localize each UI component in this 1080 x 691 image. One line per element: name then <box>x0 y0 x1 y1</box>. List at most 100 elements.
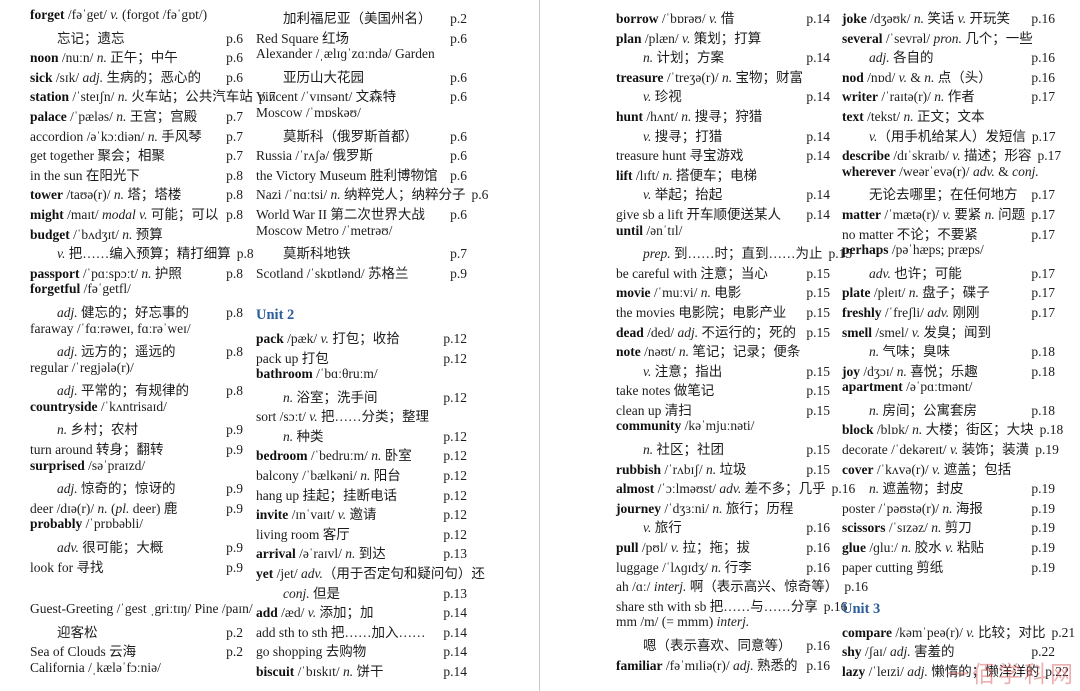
entry-body: ah /ɑː/ interj. 啊（表示高兴、惊奇等） <box>616 579 839 595</box>
entry-body: /maɪt/ modal v. 可能；可以 <box>67 206 219 222</box>
unit-heading: Unit 2 <box>256 307 295 324</box>
entry-line: paper cutting 剪纸 p.19 <box>842 556 1055 576</box>
entry-line: go shopping 去购物 p.14 <box>256 640 467 660</box>
entry-line: countryside /ˈkʌntrisaɪd/ <box>30 399 243 419</box>
entry-text: turn around 转身；翻转 <box>30 438 163 458</box>
entry-text: shy /ʃaɪ/ adj. 害羞的 <box>842 640 955 660</box>
entry-body: in the sun 在阳光下 <box>30 167 140 183</box>
headword: compare <box>842 624 892 640</box>
page-number: p.16 <box>806 638 830 653</box>
page-number: p.15 <box>806 461 830 477</box>
entry-body: /ˈbʌdʒɪt/ n. 预算 <box>73 226 163 242</box>
page-number: p.12 <box>443 526 467 542</box>
page-number: p.14 <box>806 128 830 144</box>
entry-text: invite /ɪnˈvaɪt/ v. 邀请 <box>256 503 377 523</box>
entry-line: forget /fəˈget/ v. (forgot /fəˈgɒt/) <box>30 7 243 27</box>
entry-text: tower /taʊə(r)/ n. 塔；塔楼 <box>30 183 181 203</box>
page-number: p.15 <box>806 383 830 399</box>
headword: writer <box>842 89 878 105</box>
entry-text: pull /pʊl/ v. 拉；拖；拔 <box>616 536 750 556</box>
entry-text: joke /dʒəʊk/ n. 笑话 v. 开玩笑 <box>842 7 1010 27</box>
entry-text: 莫斯科（俄罗斯首都） <box>283 125 418 145</box>
page-number: p.6 <box>226 69 243 85</box>
entry-text: note /nəʊt/ n. 笔记；记录；便条 <box>616 340 800 360</box>
entry-text: n. 计划；方案 <box>643 46 724 66</box>
entry-line: give sb a lift 开车顺便送某人 p.14 <box>616 203 830 223</box>
entry-body: /ˈsteɪʃn/ n. 火车站；公共汽车站 <box>72 89 253 105</box>
entry-text: prep. 到……时；直到……为止 <box>643 242 823 262</box>
headword: cover <box>842 461 874 477</box>
entry-line: adj. 惊奇的；惊讶的 p.9 <box>30 477 243 497</box>
entry-line: bedroom /ˈbedruːm/ n. 卧室 p.12 <box>256 444 467 464</box>
entry-body: /pleɪt/ n. 盘子；碟子 <box>873 285 990 301</box>
entry-line: until /ənˈtɪl/ <box>616 223 830 243</box>
entry-line: movie /ˈmuːvi/ n. 电影 p.15 <box>616 281 830 301</box>
page-number: p.14 <box>443 624 467 640</box>
entry-text: writer /ˈraɪtə(r)/ n. 作者 <box>842 85 975 105</box>
headword: wherever <box>842 163 896 179</box>
entry-text: glue /ɡluː/ n. 胶水 v. 粘贴 <box>842 536 984 556</box>
entry-body: /əˈraɪvl/ n. 到达 <box>299 546 386 562</box>
entry-body: sort /sɔːt/ v. 把……分类；整理 <box>256 409 429 425</box>
entry-line: Red Square 红场 p.6 <box>256 27 467 47</box>
entry-text: forget /fəˈget/ v. (forgot /fəˈgɒt/) <box>30 7 207 23</box>
headword: lift <box>616 167 633 183</box>
entry-body: adj. 平常的；有规律的 <box>57 383 190 399</box>
entry-line: adj. 各自的 p.16 <box>842 46 1055 66</box>
entry-body: add sth to sth 把……加入…… <box>256 624 426 640</box>
entry-line: sort /sɔːt/ v. 把……分类；整理 <box>256 405 467 425</box>
column-2: 加利福尼亚（美国州名） p.2 Red Square 红场 p.6 Alexander … <box>256 7 488 680</box>
entry-body: adv. 也许；可能 <box>869 265 962 281</box>
entry-line: adj. 健忘的；好忘事的 p.8 <box>30 301 243 321</box>
entry-line: get together 聚会；相聚 p.7 <box>30 144 243 164</box>
page-number: p.12 <box>443 448 467 464</box>
entry-line: block /blɒk/ n. 大楼；街区；大块 p.18 <box>842 418 1063 438</box>
headword: sick <box>30 69 53 85</box>
page-number: p.21 <box>1051 624 1076 640</box>
entry-line: Nazi /ˈnɑːtsi/ n. 纳粹党人；纳粹分子 p.6 <box>256 183 488 203</box>
entry-body: balcony /ˈbælkəni/ n. 阳台 <box>256 468 401 484</box>
entry-line: 加利福尼亚（美国州名） p.2 <box>256 7 467 27</box>
headword: lazy <box>842 664 866 679</box>
headword: describe <box>842 148 890 164</box>
entry-line: treasure /ˈtreʒə(r)/ n. 宝物；财富 <box>616 66 830 86</box>
entry-body: living room 客厅 <box>256 526 350 542</box>
entry-body: /fəˈget/ v. (forgot /fəˈgɒt/) <box>67 7 208 22</box>
headword: hunt <box>616 108 644 124</box>
entry-text: v. 搜寻；打猎 <box>643 125 722 145</box>
entry-text: n. 房间；公寓套房 <box>869 399 977 419</box>
unit-heading: Unit 3 <box>842 601 881 618</box>
entry-line: n. 乡村；农村 p.9 <box>30 418 243 438</box>
entry-body: turn around 转身；翻转 <box>30 442 164 458</box>
entry-text: passport /ˈpɑːspɔːt/ n. 护照 <box>30 262 182 282</box>
entry-text: budget /ˈbʌdʒɪt/ n. 预算 <box>30 223 163 243</box>
entry-text: familiar /fəˈmɪliə(r)/ adj. 熟悉的 <box>616 654 797 674</box>
entry-text: take notes 做笔记 <box>616 379 714 399</box>
entry-body: /pæk/ v. 打包；收拾 <box>287 330 400 346</box>
headword: forgetful <box>30 281 81 297</box>
entry-text: Sea of Clouds 云海 <box>30 640 136 660</box>
entry-text: dead /ded/ adj. 不运行的；死的 <box>616 321 796 341</box>
page-number: p.7 <box>450 246 467 262</box>
page-number: p.19 <box>1031 540 1055 556</box>
entry-body: v.（用手机给某人）发短信 <box>869 128 1026 144</box>
entry-body: /lɪft/ n. 搭便车；电梯 <box>635 167 757 183</box>
entry-body: /ded/ adj. 不运行的；死的 <box>647 324 797 340</box>
entry-body: /pʊl/ v. 拉；拖；拔 <box>641 540 750 556</box>
entry-body: /ˈkʌntrisaɪd/ <box>100 398 167 414</box>
entry-line: budget /ˈbʌdʒɪt/ n. 预算 <box>30 223 243 243</box>
entry-line: bathroom /ˈbɑːθruːm/ <box>256 366 467 386</box>
entry-line: v. 珍视 p.14 <box>616 85 830 105</box>
headword: movie <box>616 285 651 301</box>
headword: smell <box>842 324 872 340</box>
entry-text: Russia /ˈrʌʃə/ 俄罗斯 <box>256 144 373 164</box>
headword: passport <box>30 265 80 281</box>
headword: borrow <box>616 11 659 26</box>
entry-text: Alexander /ˌælɪɡˈzɑːndə/ Garden <box>256 46 435 62</box>
entry-line: regular /ˈregjələ(r)/ <box>30 360 243 380</box>
entry-line: n. 遮盖物；封皮 p.19 <box>842 477 1055 497</box>
page-number: p.7 <box>226 148 243 164</box>
page-number: p.2 <box>450 11 467 26</box>
page-number: p.15 <box>828 246 853 262</box>
entry-text: mm /m/ (= mmm) interj. <box>616 614 749 630</box>
